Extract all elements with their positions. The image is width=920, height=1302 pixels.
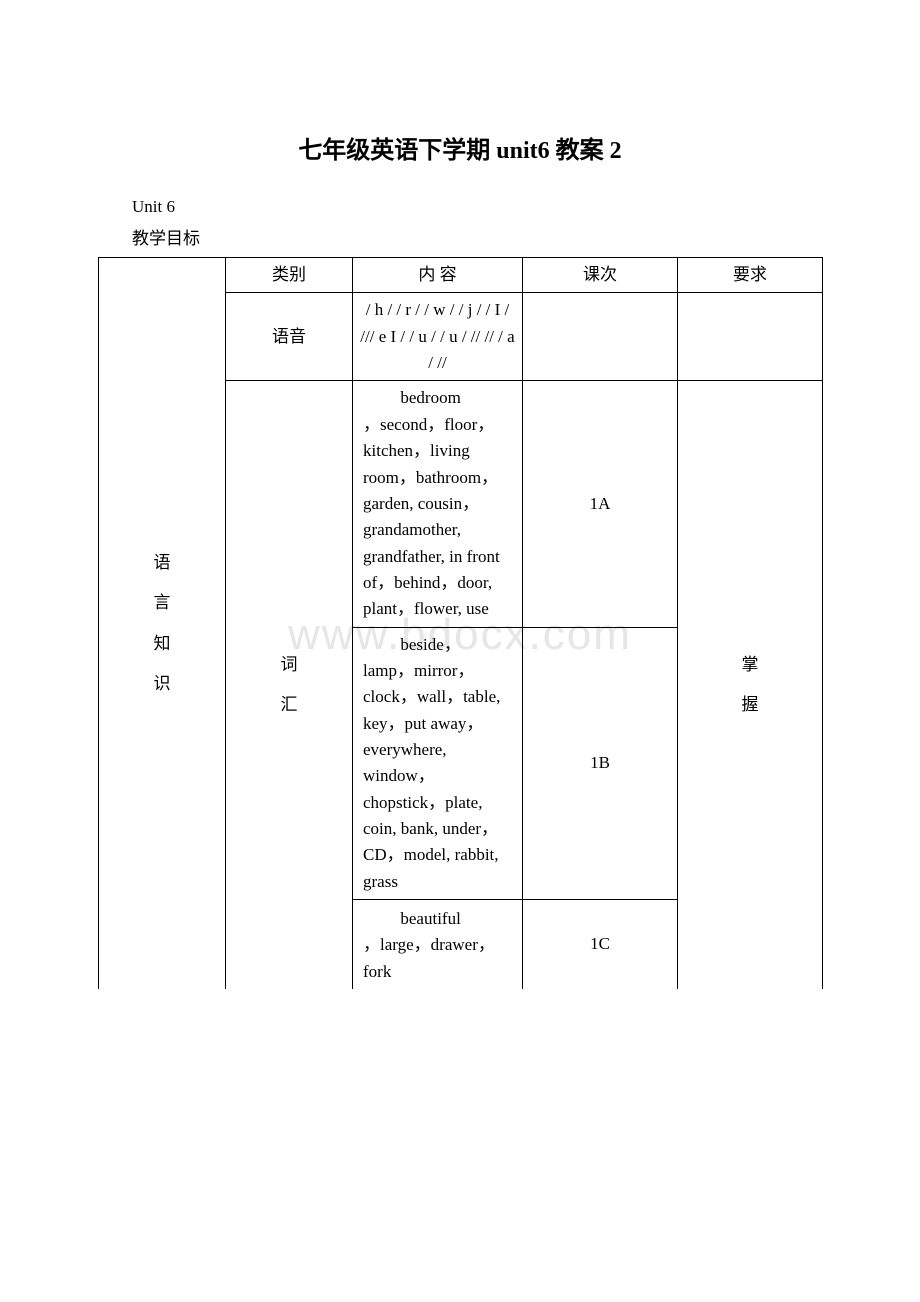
vocab-1b-rest: lamp，mirror，clock，wall，table, key，put aw… bbox=[363, 661, 500, 891]
lesson-1a: 1A bbox=[523, 381, 678, 627]
req-master: 掌 握 bbox=[678, 381, 823, 989]
lesson-plan-table: 语 言 知 识 类别 内 容 课次 要求 语音 / h / / r / / w … bbox=[98, 257, 823, 989]
left-char-4: 识 bbox=[105, 671, 219, 697]
req-char-1: 掌 bbox=[684, 652, 816, 678]
pre-text-2: 教学目标 bbox=[132, 225, 822, 253]
category-vocab: 词 汇 bbox=[226, 381, 353, 989]
vocab-char-1: 词 bbox=[232, 652, 346, 678]
lesson-1c: 1C bbox=[523, 900, 678, 990]
vocab-1a-rest: ，second，floor，kitchen，living room，bathro… bbox=[363, 415, 500, 618]
left-char-2: 言 bbox=[105, 590, 219, 616]
content-vocab-1b: beside， lamp，mirror，clock，wall，table, ke… bbox=[353, 627, 523, 899]
vocab-1a-first: bedroom bbox=[363, 385, 514, 411]
page-content: 七年级英语下学期 unit6 教案 2 Unit 6 教学目标 语 言 知 识 … bbox=[98, 130, 822, 989]
lesson-1b: 1B bbox=[523, 627, 678, 899]
lesson-phonetics bbox=[523, 293, 678, 381]
req-char-2: 握 bbox=[684, 692, 816, 718]
vocab-1c-first: beautiful bbox=[363, 906, 514, 932]
header-category: 类别 bbox=[226, 258, 353, 293]
header-lesson: 课次 bbox=[523, 258, 678, 293]
header-content: 内 容 bbox=[353, 258, 523, 293]
pre-text-1: Unit 6 bbox=[132, 193, 822, 221]
content-vocab-1c: beautiful ，large，drawer，fork bbox=[353, 900, 523, 990]
content-phonetics: / h / / r / / w / / j / / I / /// e I / … bbox=[353, 293, 523, 381]
content-vocab-1a: bedroom ，second，floor，kitchen，living roo… bbox=[353, 381, 523, 627]
category-phonetics: 语音 bbox=[226, 293, 353, 381]
left-char-1: 语 bbox=[105, 550, 219, 576]
req-phonetics bbox=[678, 293, 823, 381]
header-req: 要求 bbox=[678, 258, 823, 293]
left-char-3: 知 bbox=[105, 631, 219, 657]
page-title: 七年级英语下学期 unit6 教案 2 bbox=[98, 130, 822, 165]
vocab-char-2: 汇 bbox=[232, 692, 346, 718]
vocab-1b-first: beside， bbox=[363, 632, 514, 658]
vocab-1c-rest: ，large，drawer，fork bbox=[363, 935, 495, 980]
left-category-cell: 语 言 知 识 bbox=[99, 258, 226, 989]
table-header-row: 语 言 知 识 类别 内 容 课次 要求 bbox=[99, 258, 823, 293]
